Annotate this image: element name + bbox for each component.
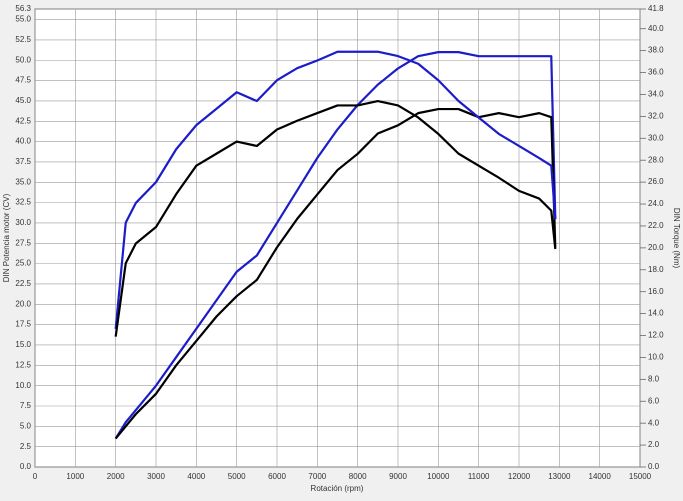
y-tick-label: 30.0 bbox=[15, 218, 31, 227]
y-tick-label: 47.5 bbox=[15, 76, 31, 85]
x-tick-label: 10000 bbox=[427, 472, 450, 481]
y-axis-label: DIN Potencia motor (CV) bbox=[2, 193, 11, 282]
y-tick-label: 40.0 bbox=[15, 137, 31, 146]
y2-tick-label: 24.0 bbox=[648, 199, 664, 208]
y2-tick-label: 16.0 bbox=[648, 287, 664, 296]
x-tick-label: 12000 bbox=[508, 472, 531, 481]
y2-tick-label: 41.8 bbox=[648, 4, 664, 13]
y-tick-label: 22.5 bbox=[15, 279, 31, 288]
x-tick-label: 2000 bbox=[107, 472, 125, 481]
y-tick-label: 52.5 bbox=[15, 35, 31, 44]
x-tick-label: 13000 bbox=[548, 472, 571, 481]
y-tick-label: 5.0 bbox=[20, 421, 32, 430]
x-tick-label: 14000 bbox=[589, 472, 612, 481]
y-tick-label: 37.5 bbox=[15, 157, 31, 166]
plot-area bbox=[34, 8, 641, 468]
y-tick-label: 27.5 bbox=[15, 238, 31, 247]
y2-tick-label: 32.0 bbox=[648, 111, 664, 120]
y2-tick-label: 2.0 bbox=[648, 440, 660, 449]
y2-tick-label: 22.0 bbox=[648, 221, 664, 230]
y2-tick-label: 38.0 bbox=[648, 46, 664, 55]
y2-tick-label: 26.0 bbox=[648, 177, 664, 186]
y2-tick-label: 14.0 bbox=[648, 309, 664, 318]
series-line bbox=[114, 107, 557, 440]
y-tick-label: 42.5 bbox=[15, 116, 31, 125]
x-tick-label: 11000 bbox=[468, 472, 490, 481]
y2-tick-label: 36.0 bbox=[648, 68, 664, 77]
x-axis-label: Rotación (rpm) bbox=[311, 484, 364, 493]
y2-tick-label: 18.0 bbox=[648, 265, 664, 274]
x-tick-label: 6000 bbox=[268, 472, 286, 481]
x-tick-label: 9000 bbox=[389, 472, 407, 481]
y2-tick-label: 6.0 bbox=[648, 396, 660, 405]
series-line bbox=[114, 51, 557, 440]
y-tick-label: 17.5 bbox=[15, 320, 31, 329]
x-tick-label: 4000 bbox=[187, 472, 205, 481]
y-tick-label: 0.0 bbox=[20, 462, 32, 471]
x-tick-label: 15000 bbox=[629, 472, 652, 481]
y2-axis-label: DIN Torque (Nm) bbox=[672, 208, 681, 269]
x-tick-label: 8000 bbox=[349, 472, 367, 481]
y-tick-label: 7.5 bbox=[20, 401, 32, 410]
y-tick-label: 15.0 bbox=[15, 340, 31, 349]
y-tick-label: 20.0 bbox=[15, 299, 31, 308]
y2-tick-label: 0.0 bbox=[648, 462, 660, 471]
x-tick-label: 7000 bbox=[308, 472, 326, 481]
y-tick-label: 50.0 bbox=[15, 55, 31, 64]
y-tick-label: 32.5 bbox=[15, 198, 31, 207]
y-tick-label: 10.0 bbox=[15, 381, 31, 390]
y2-tick-label: 30.0 bbox=[648, 133, 664, 142]
y2-tick-label: 8.0 bbox=[648, 374, 660, 383]
x-tick-label: 3000 bbox=[147, 472, 165, 481]
y2-tick-label: 40.0 bbox=[648, 24, 664, 33]
y2-tick-label: 4.0 bbox=[648, 418, 660, 427]
y-tick-label: 12.5 bbox=[15, 360, 31, 369]
y-tick-label: 55.0 bbox=[15, 15, 31, 24]
series-line bbox=[114, 99, 557, 337]
y-tick-label: 25.0 bbox=[15, 259, 31, 268]
y-tick-label: 2.5 bbox=[20, 442, 32, 451]
series-line bbox=[114, 50, 557, 330]
y-tick-label: 35.0 bbox=[15, 177, 31, 186]
y2-tick-label: 34.0 bbox=[648, 90, 664, 99]
x-tick-label: 0 bbox=[33, 472, 38, 481]
y2-tick-label: 28.0 bbox=[648, 155, 664, 164]
x-tick-label: 1000 bbox=[66, 472, 84, 481]
y2-tick-label: 20.0 bbox=[648, 243, 664, 252]
x-tick-label: 5000 bbox=[228, 472, 246, 481]
y-tick-label: 56.3 bbox=[15, 4, 31, 13]
y-tick-label: 45.0 bbox=[15, 96, 31, 105]
y2-tick-label: 10.0 bbox=[648, 353, 664, 362]
y2-tick-label: 12.0 bbox=[648, 331, 664, 340]
